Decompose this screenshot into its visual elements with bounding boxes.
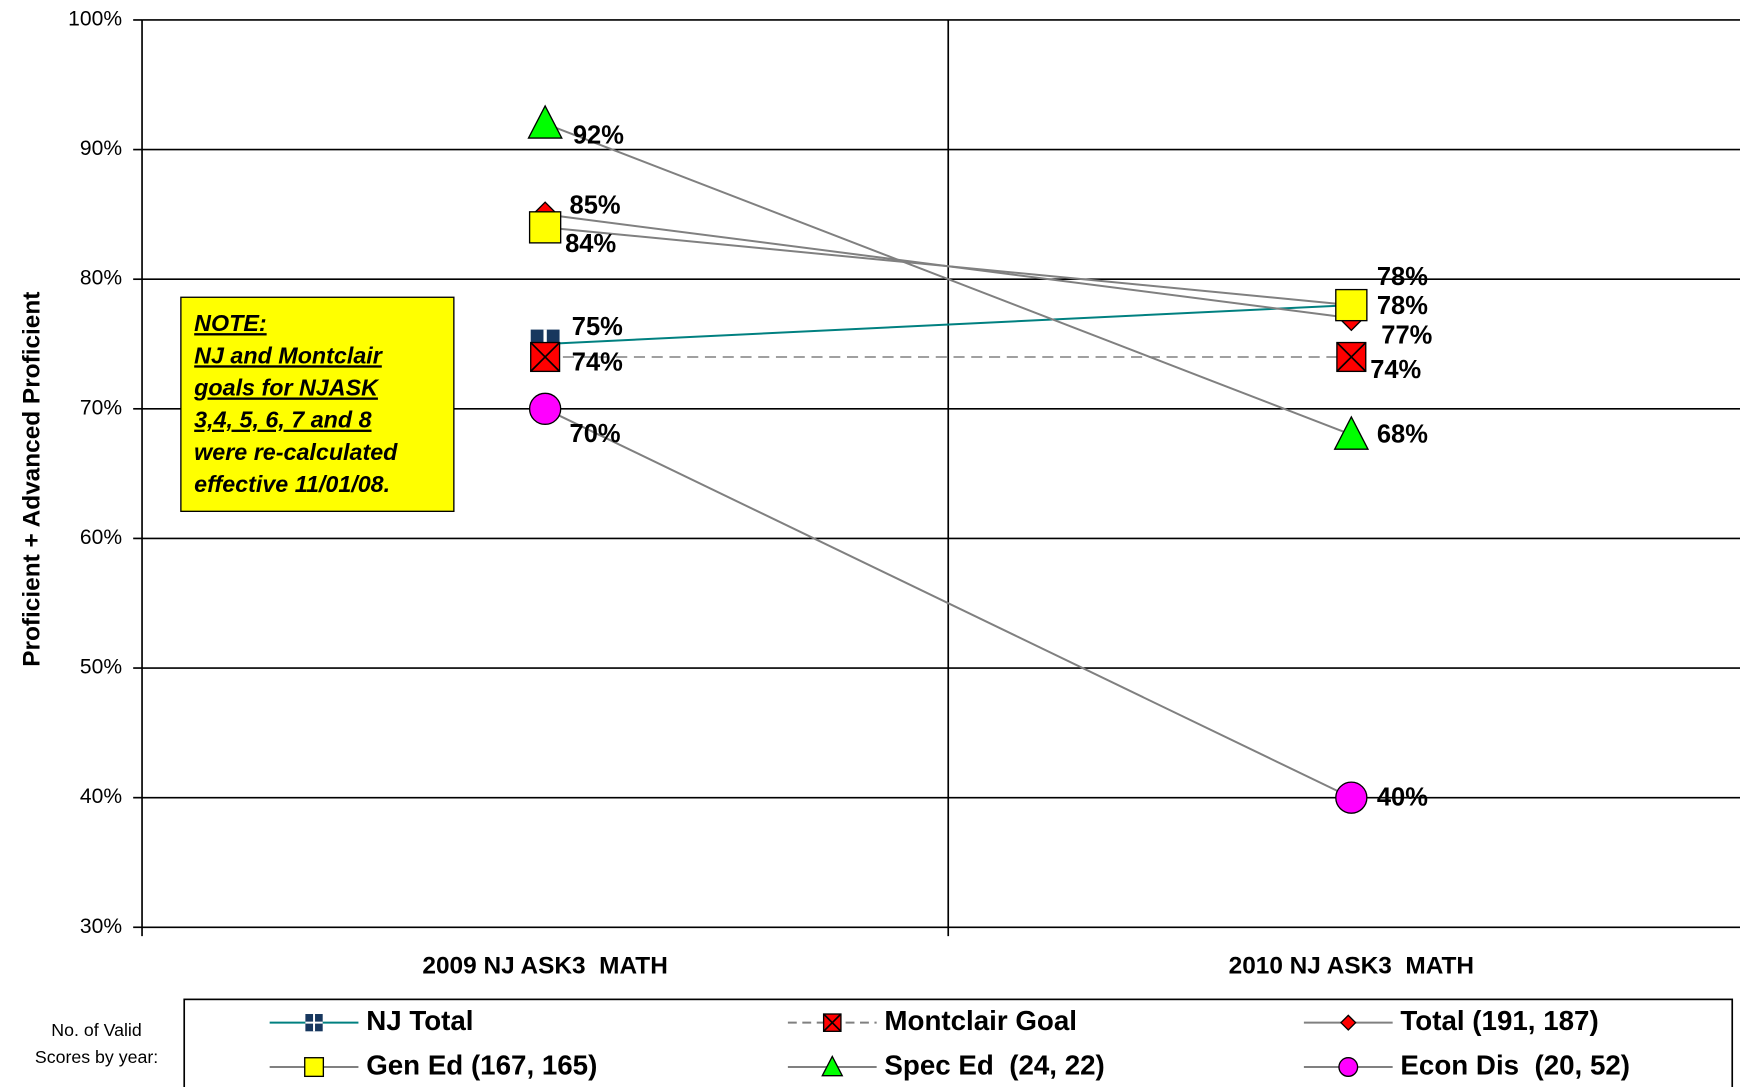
marker — [1335, 288, 1368, 322]
y-tick-label: 100% — [68, 8, 122, 31]
note-text: goals for NJASK — [193, 374, 380, 400]
marker-shape — [530, 341, 561, 372]
marker-shape — [304, 1057, 325, 1078]
legend-note: No. of Valid — [51, 1020, 141, 1040]
data-label: 68% — [1377, 421, 1428, 449]
y-tick-label: 80% — [80, 267, 122, 290]
legend-label: Econ Dis (20, 52) — [1400, 1049, 1630, 1080]
marker — [1340, 1014, 1357, 1031]
marker-shape — [821, 1054, 844, 1077]
note-text: effective 11/01/08. — [194, 471, 390, 497]
marker — [528, 211, 562, 244]
data-label: 78% — [1377, 263, 1428, 291]
y-tick-label: 30% — [80, 915, 122, 938]
legend-item: Spec Ed (24, 22) — [787, 1049, 1105, 1080]
y-tick-label: 40% — [80, 785, 122, 808]
legend-label: Gen Ed (167, 165) — [366, 1049, 597, 1080]
note-text: NJ and Montclair — [194, 342, 384, 368]
legend-note: Scores by year: — [35, 1047, 158, 1067]
data-label: 70% — [570, 420, 621, 448]
x-tick-label: 2009 NJ ASK3 MATH — [422, 953, 667, 980]
y-tick-label: 50% — [80, 656, 122, 679]
marker — [1333, 415, 1370, 450]
legend-item: Montclair Goal — [787, 1005, 1077, 1036]
data-label: 92% — [573, 122, 624, 150]
data-label: 84% — [565, 230, 616, 258]
marker-shape — [1338, 1057, 1359, 1078]
marker-shape — [1335, 288, 1368, 322]
series-line — [545, 304, 1352, 346]
marker — [305, 1014, 323, 1032]
marker — [1335, 781, 1368, 814]
note-box — [180, 296, 455, 512]
marker — [530, 341, 561, 373]
series-line — [544, 407, 1352, 799]
data-label: 40% — [1377, 784, 1428, 812]
marker-shape — [1335, 781, 1368, 814]
series-line — [545, 226, 1352, 307]
legend-label: Montclair Goal — [884, 1005, 1077, 1036]
note-text: were re-calculated — [194, 439, 398, 465]
marker — [822, 1013, 842, 1032]
data-label: 75% — [572, 313, 623, 341]
legend-label: Spec Ed (24, 22) — [884, 1049, 1104, 1080]
y-tick-label: 70% — [80, 396, 122, 419]
legend-item: Total (191, 187) — [1303, 1005, 1599, 1036]
marker-shape — [1333, 415, 1370, 450]
legend-item: Gen Ed (167, 165) — [269, 1049, 597, 1080]
marker-shape — [1340, 1014, 1357, 1031]
legend-label: Total (191, 187) — [1400, 1005, 1598, 1036]
marker — [821, 1054, 844, 1077]
x-tick-label: 2010 NJ ASK3 MATH — [1229, 953, 1474, 980]
marker — [1336, 341, 1367, 373]
legend-label: NJ Total — [366, 1005, 473, 1036]
marker — [1338, 1057, 1359, 1078]
data-label: 74% — [572, 348, 623, 376]
marker-shape — [528, 392, 562, 426]
marker-shape — [1336, 341, 1367, 372]
legend-item: Econ Dis (20, 52) — [1303, 1049, 1630, 1080]
data-label: 78% — [1377, 292, 1428, 320]
marker — [527, 104, 563, 139]
marker-shape — [823, 1013, 842, 1032]
series-line — [544, 122, 1352, 436]
y-tick-label: 60% — [80, 526, 122, 549]
data-label: 74% — [1370, 356, 1421, 384]
y-tick-label: 90% — [80, 137, 122, 160]
note-text: NOTE: — [194, 310, 266, 336]
y-axis-title: Proficient + Advanced Proficient — [19, 292, 46, 667]
marker — [528, 392, 562, 426]
marker — [304, 1057, 325, 1078]
legend-item: NJ Total — [269, 1005, 474, 1036]
note-text: 3,4, 5, 6, 7 and 8 — [194, 407, 371, 433]
data-label: 85% — [570, 191, 621, 219]
marker-shape — [527, 104, 563, 139]
data-label: 77% — [1381, 322, 1432, 350]
marker-shape — [528, 211, 562, 244]
legend-box — [183, 998, 1734, 1087]
